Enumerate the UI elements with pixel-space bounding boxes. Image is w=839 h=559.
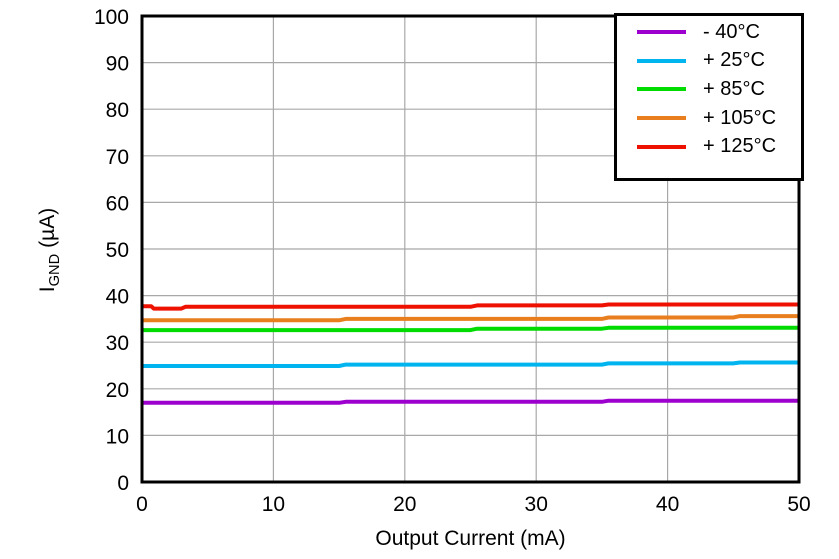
legend-label: + 25°C [703,49,765,72]
legend: - 40°C + 25°C + 85°C + 105°C + 125°C [614,13,804,181]
x-tick-label: 30 [525,493,548,516]
y-tick-label: 60 [106,192,129,215]
legend-entry: - 40°C [617,18,801,47]
x-tick-label: 40 [656,493,679,516]
series-line-85CC [142,325,799,333]
legend-entry: + 85°C [617,75,801,104]
y-axis-title-unit: (µA) [36,207,59,254]
series-line-105CC [142,314,799,323]
y-tick-label: 30 [106,332,129,355]
legend-entry: + 105°C [617,104,801,133]
legend-label: + 85°C [703,77,765,100]
legend-entry: + 25°C [617,47,801,76]
y-tick-label: 70 [106,146,129,169]
legend-entry: + 125°C [617,132,801,161]
x-axis-title: Output Current (mA) [375,527,566,550]
legend-label: - 40°C [703,20,760,43]
series-line-25CC [142,360,799,368]
y-tick-label: 90 [106,53,129,76]
y-tick-label: 100 [94,6,129,29]
y-tick-label: 80 [106,99,129,122]
legend-label: + 125°C [703,135,777,158]
y-axis-title: IGND (µA) [35,140,64,360]
y-tick-label: 40 [106,286,129,309]
legend-line-swatch [637,30,686,35]
plot-border [140,14,801,484]
y-tick-label: 20 [106,379,129,402]
y-axis-title-symbol: I [36,286,59,293]
y-axis-title-subscript: GND [47,253,64,287]
x-tick-label: 20 [393,493,416,516]
legend-line-swatch [637,58,686,63]
legend-line-swatch [637,87,686,92]
series-line-40CC [142,398,799,405]
legend-label: + 105°C [703,106,777,129]
x-tick-label: 0 [136,493,148,516]
y-tick-label: 50 [106,239,129,262]
y-tick-label: 10 [106,425,129,448]
legend-line-swatch [637,144,686,149]
y-tick-label: 0 [117,472,129,495]
x-tick-label: 10 [262,493,285,516]
series-line-125CC [142,302,799,311]
legend-line-swatch [637,116,686,121]
x-tick-label: 50 [787,493,810,516]
